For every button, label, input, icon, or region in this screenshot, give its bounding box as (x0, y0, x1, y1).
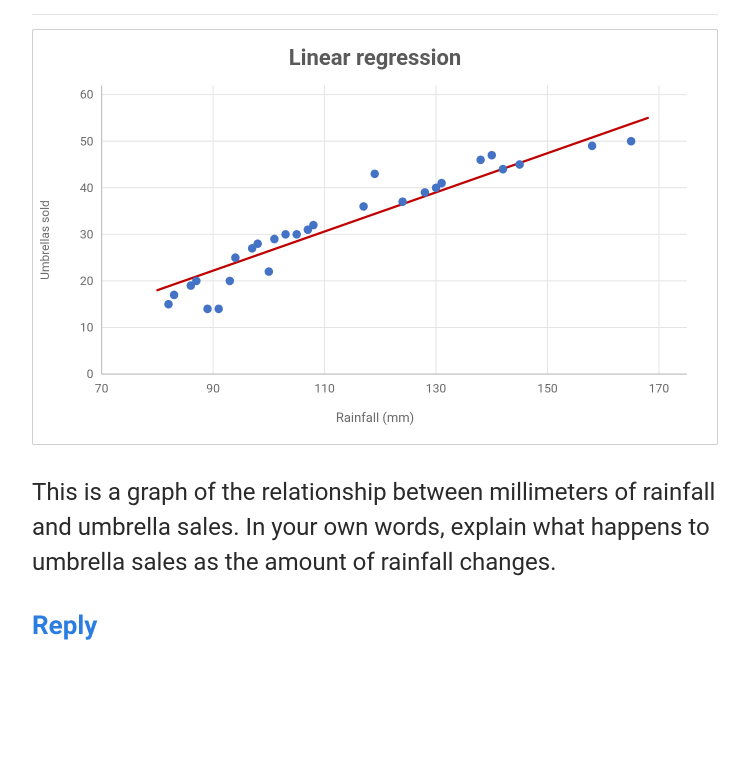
chart-plot-area: Umbrellas sold 0102030405060709011013015… (51, 75, 699, 405)
svg-text:0: 0 (87, 367, 94, 381)
svg-text:150: 150 (537, 382, 558, 396)
scatter-plot-svg: 0 10 20 30 40 50 60 70 90 110 130 150 170 (51, 75, 699, 405)
svg-text:70: 70 (95, 382, 109, 396)
svg-text:10: 10 (80, 321, 94, 335)
svg-text:30: 30 (80, 227, 94, 241)
reply-button[interactable]: Reply (32, 611, 718, 641)
y-axis-label: Umbrellas sold (38, 200, 52, 280)
svg-text:20: 20 (80, 274, 94, 288)
svg-text:50: 50 (80, 134, 94, 148)
chart-title: Linear regression (51, 46, 699, 71)
svg-text:110: 110 (314, 382, 335, 396)
question-prompt: This is a graph of the relationship betw… (32, 475, 718, 579)
section-divider (32, 14, 718, 15)
svg-text:90: 90 (206, 382, 220, 396)
svg-text:170: 170 (649, 382, 670, 396)
svg-text:130: 130 (426, 382, 447, 396)
svg-text:60: 60 (80, 88, 94, 102)
chart-card: Linear regression Umbrellas sold 0 10 20 30… (32, 29, 718, 445)
svg-text:40: 40 (80, 181, 94, 195)
x-axis-label: Rainfall (mm) (51, 411, 699, 426)
